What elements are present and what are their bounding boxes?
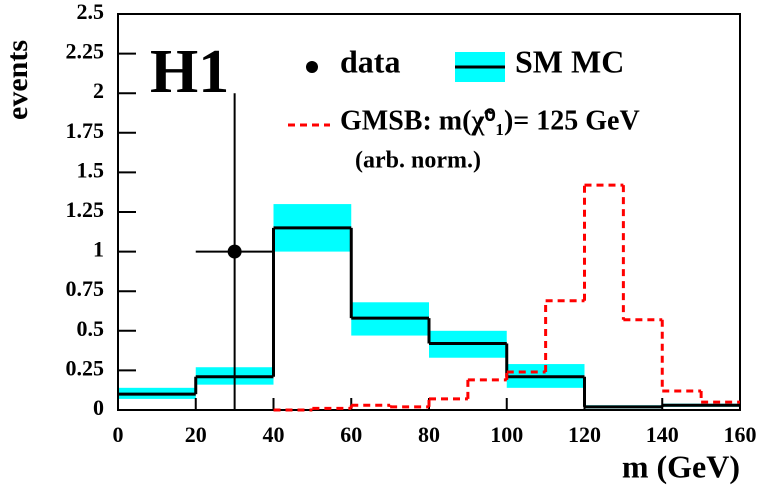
x-tick-label: 60 bbox=[340, 422, 362, 447]
y-tick-label: 2 bbox=[93, 78, 104, 103]
data-point bbox=[227, 244, 242, 259]
x-tick-label: 80 bbox=[418, 422, 440, 447]
y-tick-label: 1.5 bbox=[77, 157, 105, 182]
y-tick-label: 2.5 bbox=[77, 0, 105, 24]
y-axis-label: events bbox=[1, 40, 34, 120]
x-tick-label: 40 bbox=[263, 422, 285, 447]
logo: H1 bbox=[150, 38, 229, 106]
y-tick-label: 0.75 bbox=[66, 276, 105, 301]
y-tick-label: 0.5 bbox=[77, 316, 105, 341]
legend-data-marker bbox=[306, 61, 318, 73]
y-tick-label: 0.25 bbox=[66, 355, 105, 380]
legend-gmsb: GMSB: m(χ̃⁰₁)= 125 GeV bbox=[340, 105, 640, 136]
x-tick-label: 100 bbox=[490, 422, 523, 447]
x-axis-label: m (GeV) bbox=[622, 448, 740, 484]
y-tick-label: 1 bbox=[93, 237, 104, 262]
legend-note: (arb. norm.) bbox=[355, 148, 481, 174]
legend-data: data bbox=[340, 43, 400, 79]
y-tick-label: 0 bbox=[93, 395, 104, 420]
y-tick-label: 1.75 bbox=[66, 118, 105, 143]
x-tick-label: 120 bbox=[568, 422, 601, 447]
y-tick-label: 2.25 bbox=[66, 39, 105, 64]
x-tick-label: 160 bbox=[724, 422, 757, 447]
x-tick-label: 20 bbox=[185, 422, 207, 447]
x-tick-label: 140 bbox=[646, 422, 679, 447]
y-tick-label: 1.25 bbox=[66, 197, 105, 222]
x-tick-label: 0 bbox=[113, 422, 124, 447]
legend-sm-mc: SM MC bbox=[515, 43, 624, 79]
